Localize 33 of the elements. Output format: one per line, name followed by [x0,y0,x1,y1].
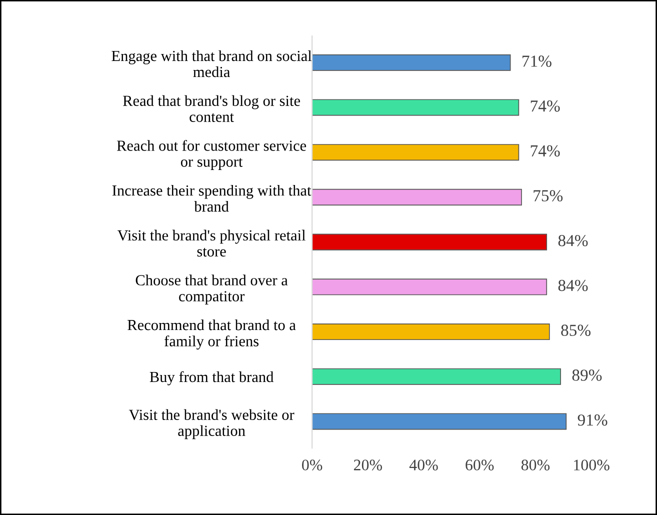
bar [312,413,567,430]
y-tick-label: Visit the brand's physical retail store [117,230,306,257]
x-tick-label: 60% [466,460,494,470]
y-tick-label: Increase their spending with that brand [112,184,312,212]
y-tick-label: Engage with that brand on social media [112,50,312,78]
x-tick-label: 0% [302,460,322,470]
data-label: 84% [558,234,588,246]
data-label: 91% [578,414,608,426]
data-label: 85% [561,324,591,336]
bar [312,144,520,161]
y-tick-label: Reach out for customer service or support [116,140,306,170]
y-tick-label: Buy from that brand [150,371,274,386]
bar [312,234,548,250]
bar [312,99,520,116]
data-label: 71% [522,56,552,67]
x-tick-label: 80% [521,460,550,470]
data-label: 75% [534,190,563,202]
x-tick-label: 20% [354,460,382,470]
y-tick-label: Read that brand's blog or site content [123,95,300,122]
x-tick-label: 100% [574,460,610,470]
bar [312,278,548,296]
bar [312,188,522,206]
bar [312,323,550,340]
x-tick-label: 40% [409,460,438,470]
bar [312,54,511,71]
bar [312,368,562,385]
y-tick-label: Choose that brand over a compatitor [136,274,288,305]
data-label: 74% [530,145,560,157]
y-tick-label: Recommend that brand to a family or friens [128,319,296,350]
y-tick-label: Visit the brand's website or application [128,409,294,440]
data-label: 89% [572,370,602,381]
data-label: 74% [530,100,560,112]
data-label: 84% [558,280,588,292]
